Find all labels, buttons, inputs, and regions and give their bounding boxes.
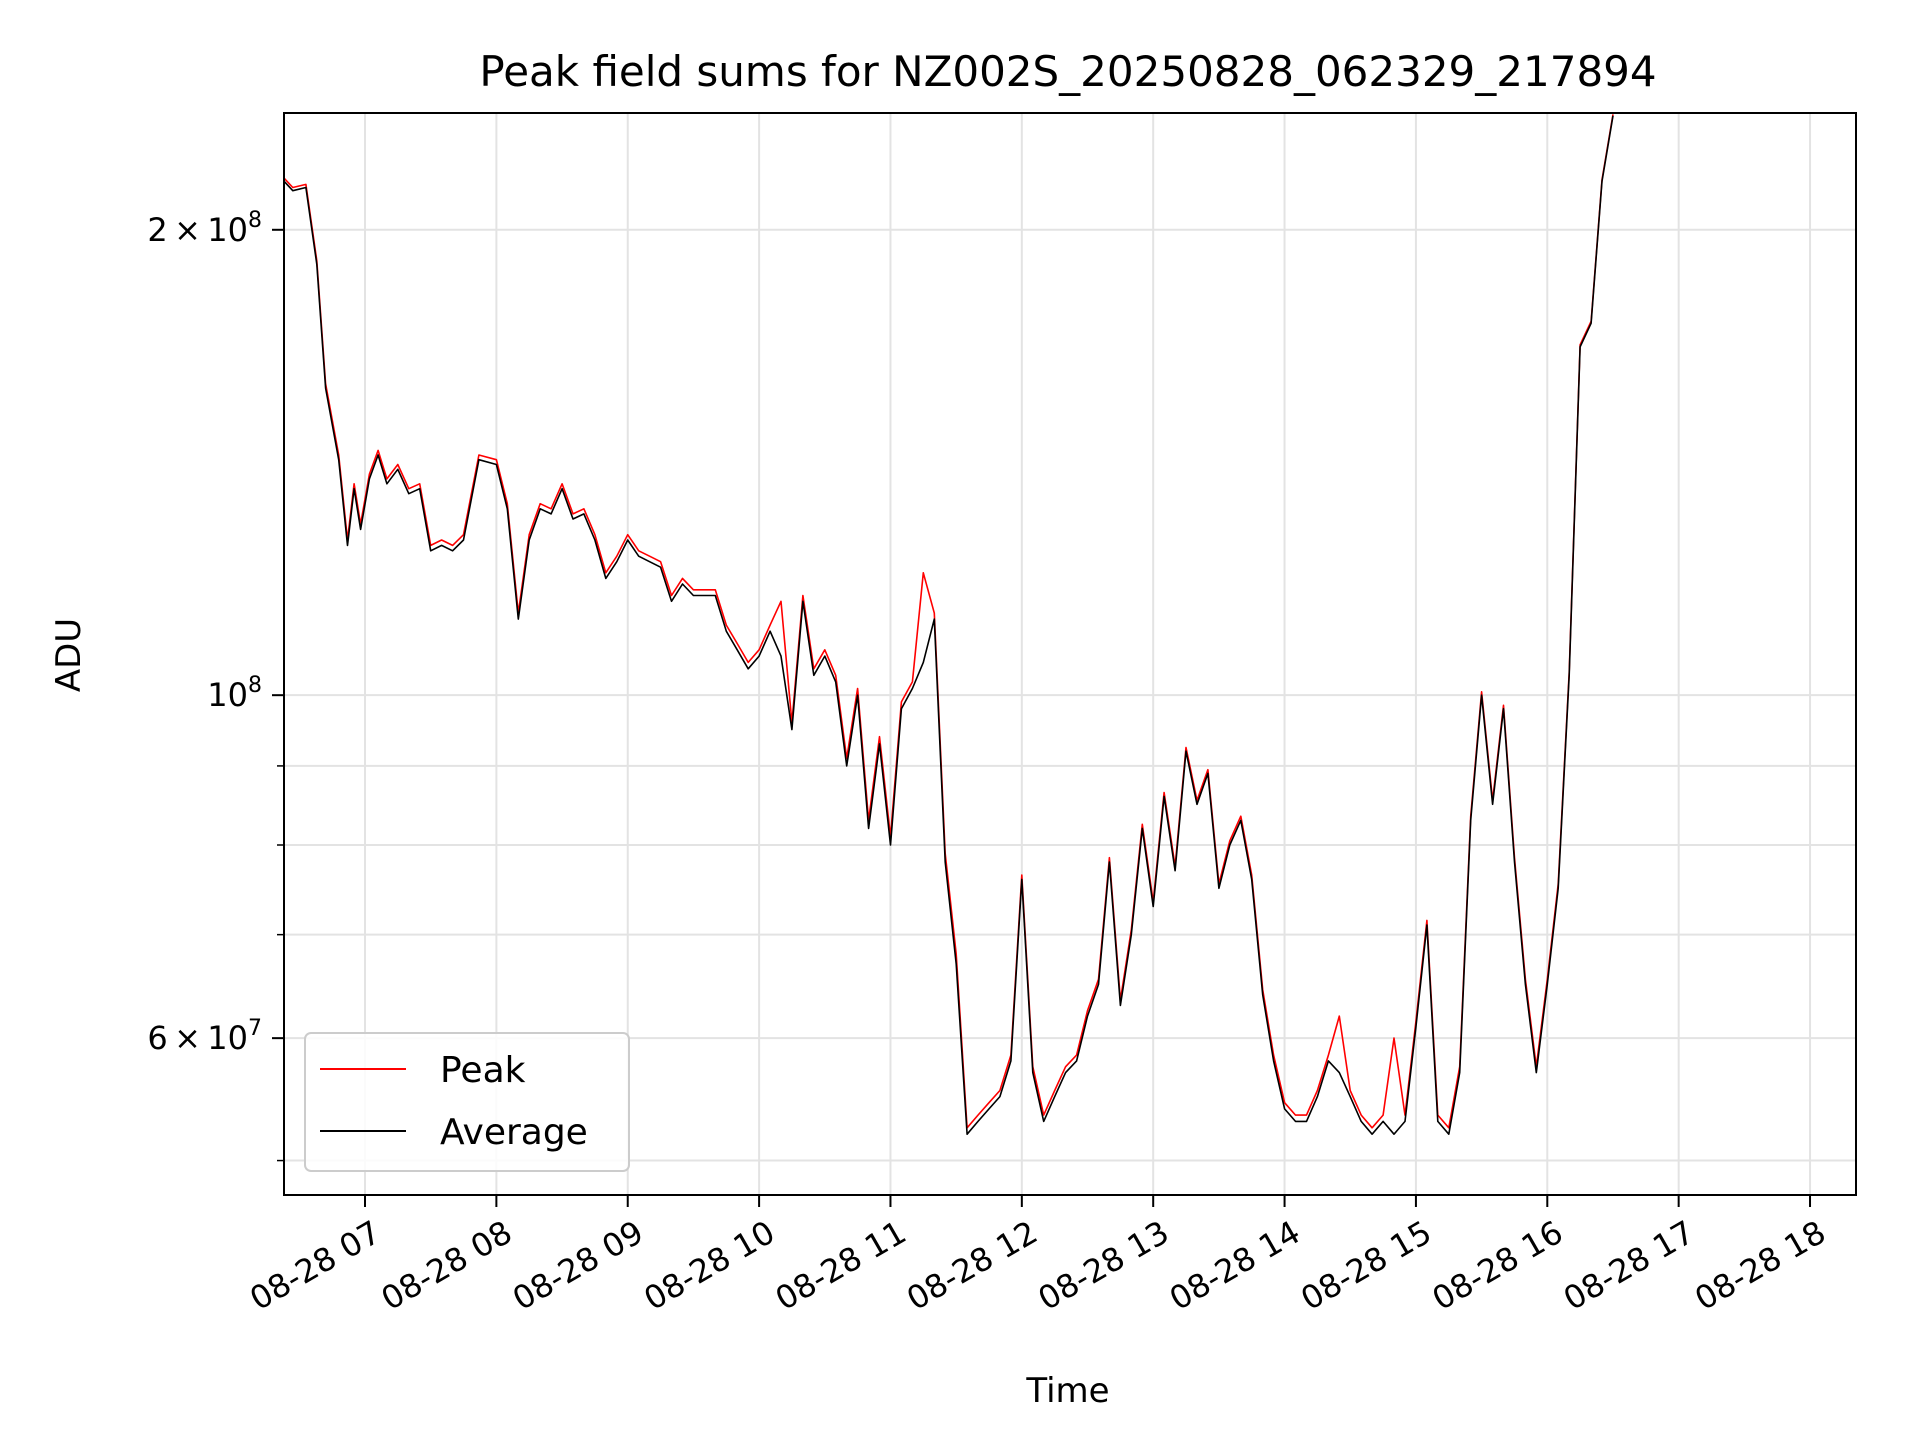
x-axis-title: Time — [1025, 1371, 1109, 1411]
x-tick-label: 08-28 09 — [506, 1213, 650, 1318]
x-tick-label: 08-28 17 — [1557, 1213, 1701, 1318]
x-tick-label: 08-28 12 — [900, 1213, 1044, 1318]
x-tick-label: 08-28 13 — [1032, 1213, 1176, 1318]
series-line-average — [283, 115, 1614, 1135]
x-tick-label: 08-28 18 — [1688, 1213, 1832, 1318]
series-line-peak — [283, 114, 1614, 1129]
series-lines — [283, 114, 1614, 1135]
legend-label-average: Average — [440, 1112, 588, 1153]
x-tick-label: 08-28 14 — [1163, 1213, 1307, 1318]
y-axis-ticks: 2 × 108 108 6 × 107 — [147, 208, 284, 1162]
x-tick-label: 08-28 15 — [1294, 1213, 1438, 1318]
legend: Peak Average — [304, 1032, 630, 1172]
y-tick-label: 6 × 107 — [147, 1016, 262, 1057]
x-tick-label: 08-28 11 — [769, 1213, 913, 1318]
x-tick-label: 08-28 10 — [638, 1213, 782, 1318]
y-tick-label: 2 × 108 — [147, 208, 262, 249]
x-tick-label: 08-28 16 — [1426, 1213, 1570, 1318]
legend-box — [304, 1032, 630, 1172]
legend-label-peak: Peak — [440, 1050, 526, 1091]
grid — [284, 113, 1856, 1195]
chart-title: Peak field sums for NZ002S_20250828_0623… — [479, 47, 1656, 96]
x-tick-label: 08-28 07 — [243, 1213, 387, 1318]
y-axis-title: ADU — [49, 618, 89, 692]
x-tick-label: 08-28 08 — [375, 1213, 519, 1318]
plot-area-frame — [283, 112, 1857, 1196]
y-tick-label: 108 — [207, 673, 262, 714]
